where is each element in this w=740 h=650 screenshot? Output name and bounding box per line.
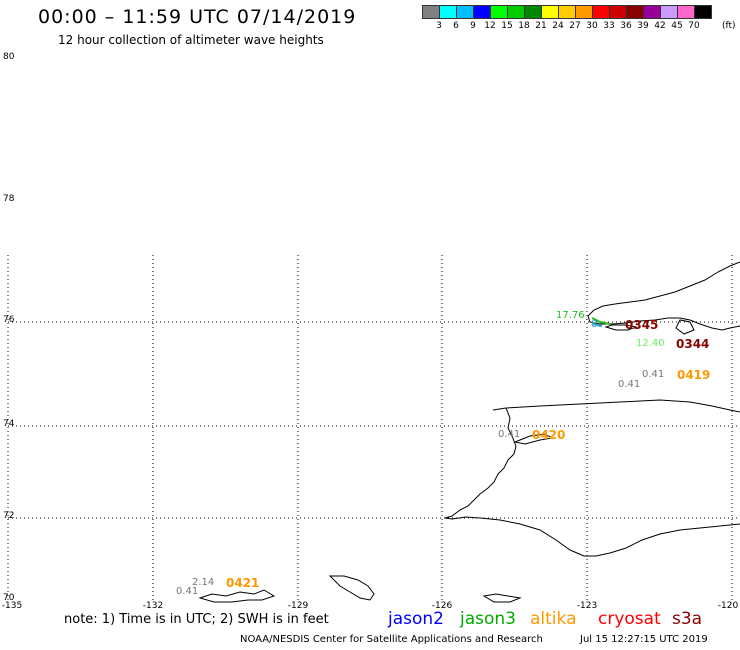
altimeter-tracks [591, 317, 611, 327]
graticule [7, 255, 740, 600]
coast-segment [492, 399, 740, 413]
credit-organization: NOAA/NESDIS Center for Satellite Applica… [240, 634, 543, 645]
scale-label: 3 [436, 21, 442, 31]
scale-label: 18 [518, 21, 530, 31]
lon-label: -126 [431, 601, 453, 611]
legend-jason3: jason3 [460, 609, 516, 629]
scale-label: 27 [569, 21, 581, 31]
coast-island [482, 593, 522, 603]
legend-cryosat: cryosat [598, 609, 661, 629]
legend-s3a: s3a [672, 609, 703, 629]
legend-jason2: jason2 [388, 609, 444, 629]
credit-timestamp: Jul 15 12:27:15 UTC 2019 [580, 634, 708, 645]
swh-value: 17.76 [556, 310, 585, 321]
page-title: 00:00 – 11:59 UTC 07/14/2019 [38, 6, 357, 28]
track-segment [591, 317, 611, 325]
footer-note: note: 1) Time is in UTC; 2) SWH is in fe… [64, 612, 329, 627]
lon-label: -129 [287, 601, 309, 611]
scale-label: 21 [535, 21, 547, 31]
coastline [198, 261, 740, 603]
legend-altika: altika [530, 609, 577, 629]
scale-label: 30 [586, 21, 598, 31]
track-segment [591, 323, 603, 327]
lat-label: 80 [3, 52, 15, 62]
swh-value: 0.41 [498, 429, 521, 440]
pass-label: 0420 [532, 428, 566, 442]
color-scale-labels: 3 6 9 12 15 18 21 24 27 30 33 36 39 42 4… [422, 21, 740, 33]
pass-label: 0421 [226, 576, 260, 590]
scale-label: 9 [470, 21, 476, 31]
scale-label: 45 [671, 21, 683, 31]
lon-label: -123 [576, 601, 598, 611]
coast-island [513, 433, 554, 445]
swh-value: 0.41 [618, 379, 641, 390]
lon-label: -135 [1, 601, 23, 611]
coast-segment [587, 261, 740, 331]
scale-label: 12 [484, 21, 496, 31]
lat-label: 78 [3, 194, 15, 204]
swh-value: 8. [591, 319, 601, 330]
lat-label: 74 [3, 419, 15, 429]
lat-label: 76 [3, 315, 15, 325]
scale-label: 6 [453, 21, 459, 31]
coast-island [198, 589, 276, 603]
lat-label: 70 [3, 593, 15, 603]
swh-value: 2.14 [192, 577, 215, 588]
pass-label: 0419 [677, 368, 711, 382]
lon-label: -132 [142, 601, 164, 611]
coast-island [604, 324, 638, 331]
lon-label: -120 [717, 601, 739, 611]
coast-island [675, 319, 695, 335]
scale-cell [694, 5, 712, 19]
scale-label: 15 [501, 21, 513, 31]
scale-label: 42 [654, 21, 666, 31]
scale-label: 24 [552, 21, 564, 31]
swh-value: 12.40 [636, 338, 665, 349]
scale-unit: (ft) [722, 21, 736, 31]
page-subtitle: 12 hour collection of altimeter wave hei… [58, 33, 324, 47]
coast-island [328, 575, 375, 601]
color-scale [422, 5, 712, 19]
swh-value: 0.41 [642, 369, 665, 380]
scale-label: 39 [637, 21, 649, 31]
scale-label: 33 [603, 21, 615, 31]
swh-value: 0.41 [176, 586, 199, 597]
pass-label: 0345 [625, 318, 659, 332]
pass-label: 0344 [676, 337, 710, 351]
scale-label: 70 [688, 21, 700, 31]
scale-label: 36 [620, 21, 632, 31]
coast-segment [444, 407, 740, 557]
lat-label: 72 [3, 511, 15, 521]
